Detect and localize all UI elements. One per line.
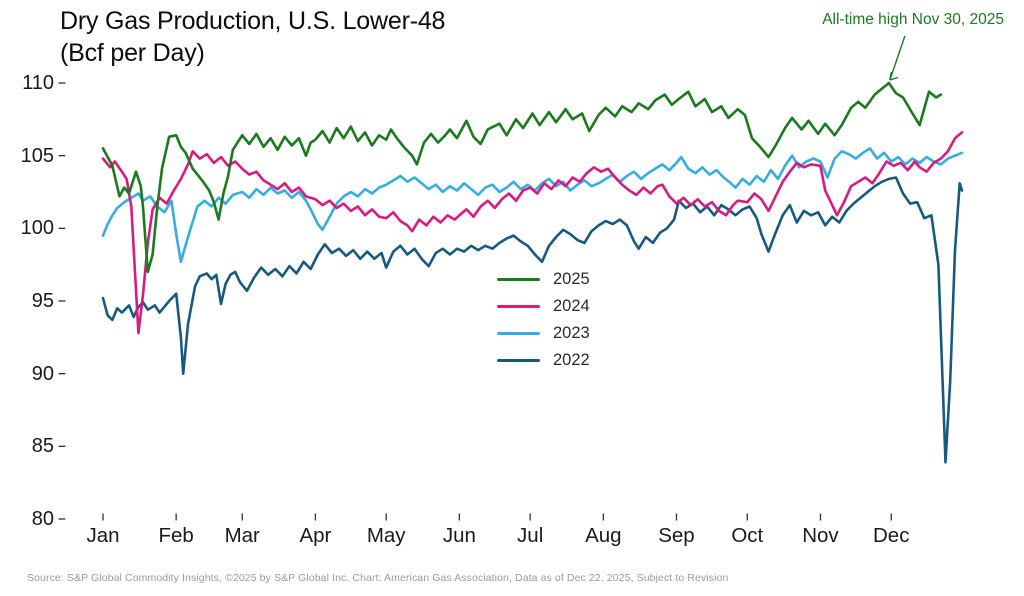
y-tick-label-80: 80: [31, 507, 54, 530]
x-tick-label-apr: Apr: [299, 524, 332, 547]
annotation-arrow: [889, 35, 906, 81]
x-tick-label-jun: Jun: [442, 524, 476, 547]
series-line-2025: [101, 81, 943, 274]
legend-swatch-2023: [497, 331, 540, 336]
x-tick-label-mar: Mar: [224, 524, 260, 547]
annotation-arrowhead: [889, 71, 893, 81]
legend-item-2024: 2024: [497, 293, 590, 320]
series-line-2024: [101, 131, 964, 335]
series-line-2022: [101, 176, 964, 464]
legend-item-2022: 2022: [497, 347, 590, 374]
y-tick-label-95: 95: [31, 289, 54, 312]
x-tick-label-jan: Jan: [86, 524, 120, 547]
y-tick-label-90: 90: [31, 362, 54, 385]
legend-label-2022: 2022: [553, 351, 590, 369]
legend-label-2023: 2023: [553, 324, 590, 342]
source-footer: Source: S&P Global Commodity Insights, ©…: [27, 572, 729, 584]
x-tick-label-oct: Oct: [731, 524, 764, 547]
chart-title: Dry Gas Production, U.S. Lower-48 (Bcf p…: [60, 5, 445, 69]
x-tick-label-jul: Jul: [517, 524, 544, 547]
legend-item-2023: 2023: [497, 320, 590, 347]
chart-title-line1: Dry Gas Production, U.S. Lower-48: [60, 7, 446, 35]
all-time-high-annotation: All-time high Nov 30, 2025: [822, 11, 1004, 28]
legend-label-2025: 2025: [553, 270, 590, 288]
y-tick-label-105: 105: [20, 144, 54, 167]
legend-label-2024: 2024: [553, 297, 590, 315]
legend: 2025 2024 2023 2022: [497, 266, 590, 374]
y-tick-label-85: 85: [31, 435, 54, 458]
chart-title-line2: (Bcf per Day): [60, 39, 205, 67]
legend-swatch-2024: [497, 304, 540, 309]
x-tick-label-nov: Nov: [802, 524, 839, 547]
x-tick-label-aug: Aug: [585, 524, 622, 547]
annotation-arrowhead: [889, 76, 899, 81]
legend-item-2025: 2025: [497, 266, 590, 293]
x-tick-label-may: May: [366, 524, 406, 547]
x-tick-label-dec: Dec: [873, 524, 910, 547]
series-line-2023: [101, 147, 964, 264]
x-tick-label-sep: Sep: [658, 524, 695, 547]
legend-swatch-2025: [497, 277, 540, 282]
y-tick-label-110: 110: [22, 72, 54, 94]
y-tick-label-100: 100: [20, 217, 54, 240]
x-tick-label-feb: Feb: [158, 524, 194, 547]
legend-swatch-2022: [497, 358, 540, 363]
